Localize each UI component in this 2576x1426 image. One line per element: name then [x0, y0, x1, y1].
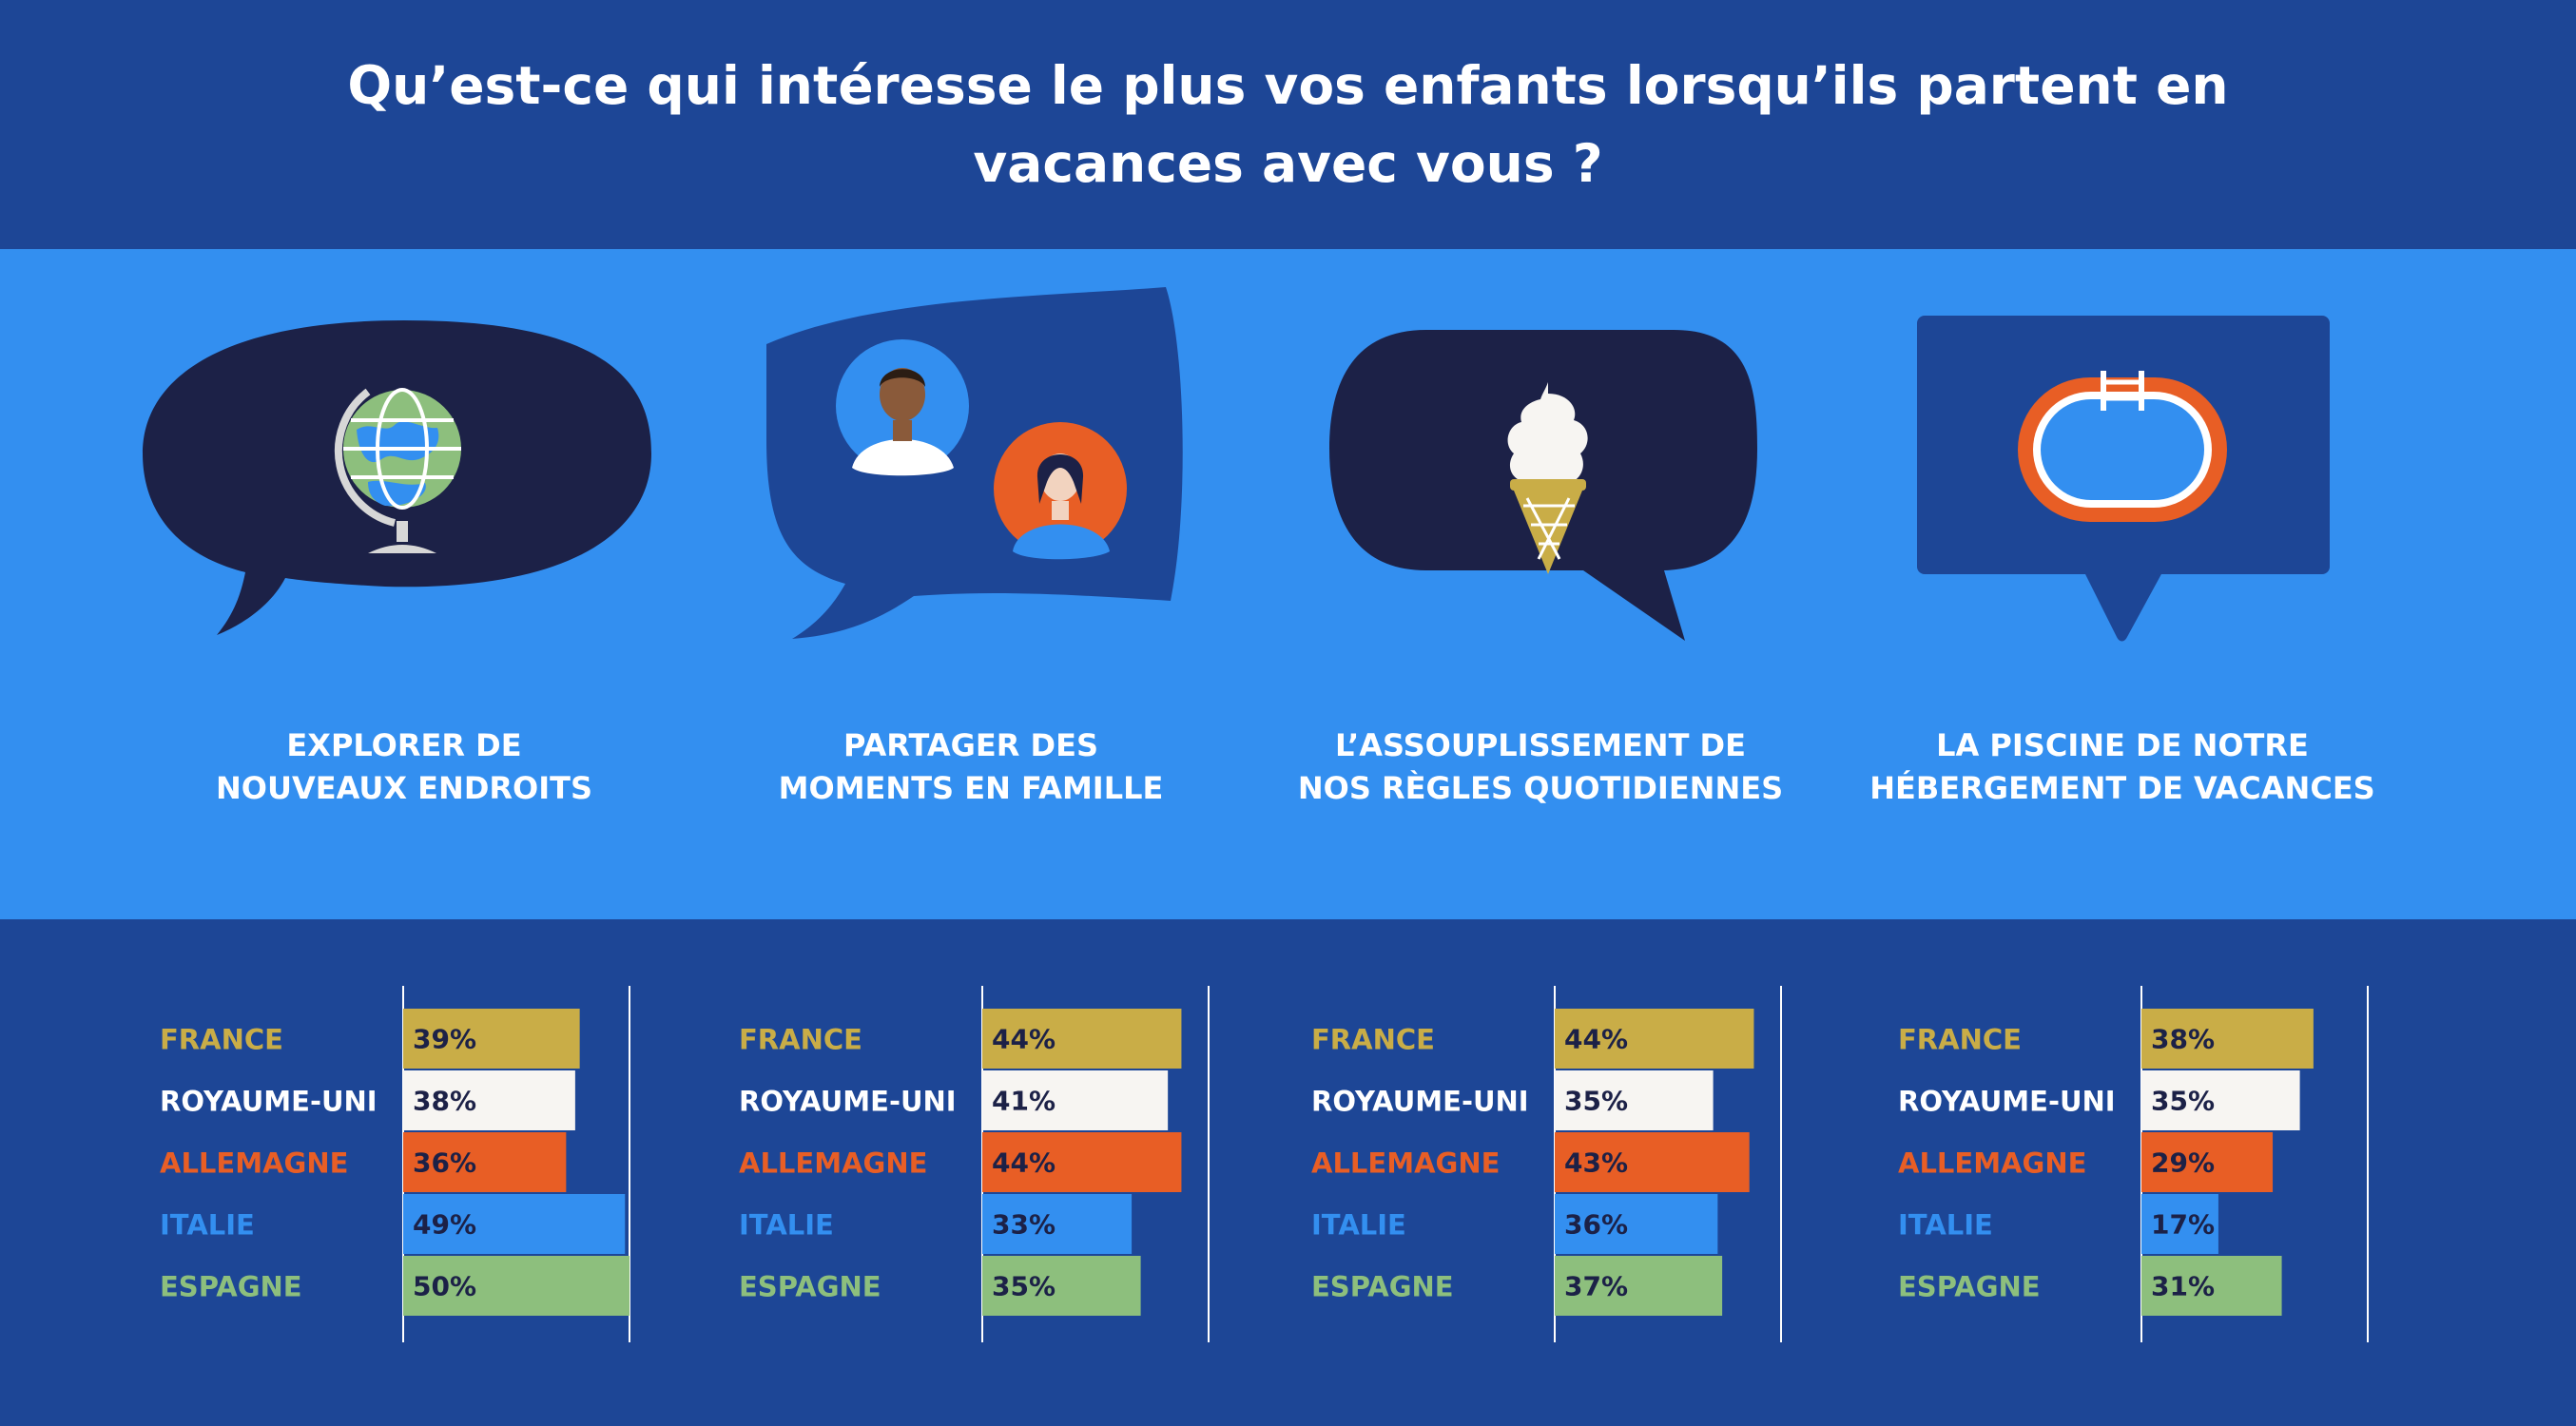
category-label: FRANCE — [739, 1024, 862, 1056]
data-label: 35% — [2151, 1086, 2215, 1117]
bar — [2141, 1070, 2300, 1130]
category-label: ITALIE — [739, 1209, 834, 1242]
data-label: 35% — [1564, 1086, 1628, 1117]
category-label: ALLEMAGNE — [739, 1147, 927, 1180]
data-label: 37% — [1564, 1271, 1628, 1302]
globe-icon — [334, 388, 461, 553]
ice-cream-icon — [1507, 382, 1588, 574]
category-label: FRANCE — [160, 1024, 283, 1056]
topic-label-famille: PARTAGER DES MOMENTS EN FAMILLE — [778, 727, 1164, 806]
pool-icon — [2018, 371, 2227, 522]
topic-panel-famille: PARTAGER DES MOMENTS EN FAMILLE — [686, 249, 1256, 919]
data-label: 38% — [413, 1086, 476, 1117]
category-label: ALLEMAGNE — [1898, 1147, 2086, 1180]
bar — [982, 1009, 1182, 1069]
bar — [403, 1009, 580, 1069]
category-label: ROYAUME-UNI — [739, 1086, 957, 1118]
category-label: ESPAGNE — [1311, 1271, 1454, 1303]
data-label: 43% — [1564, 1147, 1628, 1179]
category-label: ITALIE — [160, 1209, 255, 1242]
topics-band: EXPLORER DE NOUVEAUX ENDROITS PARTAGER D… — [0, 249, 2576, 919]
bar — [2141, 1256, 2282, 1316]
bar-chart-famille: FRANCE 44% ROYAUME-UNI 41% ALLEMAGNE 44% ITALI… — [739, 919, 1309, 1426]
data-label: 39% — [413, 1024, 476, 1055]
bar — [2141, 1009, 2314, 1069]
category-label: FRANCE — [1311, 1024, 1435, 1056]
bar — [1555, 1132, 1750, 1192]
category-label: ROYAUME-UNI — [160, 1086, 378, 1118]
bar — [403, 1256, 629, 1316]
topic-label-piscine: LA PISCINE DE NOTRE HÉBERGEMENT DE VACAN… — [1869, 727, 2375, 806]
bar — [982, 1070, 1169, 1130]
category-label: ITALIE — [1898, 1209, 1993, 1242]
topic-panel-regles: L’ASSOUPLISSEMENT DE NOS RÈGLES QUOTIDIE… — [1255, 249, 1826, 919]
bar-chart-piscine: FRANCE 38% ROYAUME-UNI 35% ALLEMAGNE 29% ITALI… — [1898, 919, 2469, 1426]
data-label: 44% — [1564, 1024, 1628, 1055]
bar — [403, 1194, 626, 1254]
topic-label-regles: L’ASSOUPLISSEMENT DE NOS RÈGLES QUOTIDIE… — [1297, 727, 1784, 806]
data-label: 38% — [2151, 1024, 2215, 1055]
header: Qu’est-ce qui intéresse le plus vos enfa… — [0, 0, 2576, 249]
charts-area: FRANCE 39% ROYAUME-UNI 38% ALLEMAGNE 36% ITALI… — [0, 919, 2576, 1426]
topic-panel-piscine: LA PISCINE DE NOTRE HÉBERGEMENT DE VACAN… — [1837, 249, 2408, 919]
category-label: ROYAUME-UNI — [1898, 1086, 2116, 1118]
category-label: FRANCE — [1898, 1024, 2022, 1056]
category-label: ITALIE — [1311, 1209, 1406, 1242]
bar — [403, 1070, 575, 1130]
family-icon — [836, 339, 1127, 560]
bar — [1555, 1256, 1723, 1316]
bar — [1555, 1009, 1754, 1069]
category-label: ALLEMAGNE — [160, 1147, 348, 1180]
page-title: Qu’est-ce qui intéresse le plus vos enfa… — [347, 55, 2229, 194]
data-label: 44% — [992, 1147, 1056, 1179]
family-bubble — [766, 287, 1183, 639]
data-label: 50% — [413, 1271, 476, 1302]
data-label: 41% — [992, 1086, 1056, 1117]
bar-chart-svg: FRANCE 38% ROYAUME-UNI 35% ALLEMAGNE 29% ITALI… — [1898, 986, 2369, 1342]
category-label: ESPAGNE — [1898, 1271, 2041, 1303]
bar — [1555, 1194, 1718, 1254]
topic-panel-explorer: EXPLORER DE NOUVEAUX ENDROITS — [119, 249, 689, 919]
bar — [982, 1194, 1133, 1254]
category-label: ESPAGNE — [160, 1271, 302, 1303]
bar — [1555, 1070, 1714, 1130]
bar — [2141, 1132, 2274, 1192]
data-label: 31% — [2151, 1271, 2215, 1302]
bar — [982, 1256, 1141, 1316]
category-label: ESPAGNE — [739, 1271, 881, 1303]
bar — [982, 1132, 1182, 1192]
category-label: ALLEMAGNE — [1311, 1147, 1500, 1180]
data-label: 36% — [1564, 1209, 1628, 1241]
data-label: 44% — [992, 1024, 1056, 1055]
data-label: 29% — [2151, 1147, 2215, 1179]
bar-chart-svg: FRANCE 44% ROYAUME-UNI 35% ALLEMAGNE 43% ITALI… — [1311, 986, 1782, 1342]
ice-cream-bubble — [1329, 330, 1757, 641]
data-label: 17% — [2151, 1209, 2215, 1241]
data-label: 36% — [413, 1147, 476, 1179]
globe-bubble — [143, 320, 651, 635]
topic-label-explorer: EXPLORER DE NOUVEAUX ENDROITS — [216, 727, 592, 806]
bar — [403, 1132, 567, 1192]
pool-bubble — [1917, 316, 2330, 642]
bar-chart-svg: FRANCE 44% ROYAUME-UNI 41% ALLEMAGNE 44% ITALI… — [739, 986, 1210, 1342]
bar-chart-explorer: FRANCE 39% ROYAUME-UNI 38% ALLEMAGNE 36% ITALI… — [160, 919, 730, 1426]
bar-chart-regles: FRANCE 44% ROYAUME-UNI 35% ALLEMAGNE 43% ITALI… — [1311, 919, 1882, 1426]
data-label: 33% — [992, 1209, 1056, 1241]
data-label: 49% — [413, 1209, 476, 1241]
data-label: 35% — [992, 1271, 1056, 1302]
bar-chart-svg: FRANCE 39% ROYAUME-UNI 38% ALLEMAGNE 36% ITALI… — [160, 986, 630, 1342]
category-label: ROYAUME-UNI — [1311, 1086, 1529, 1118]
bar — [2141, 1194, 2218, 1254]
